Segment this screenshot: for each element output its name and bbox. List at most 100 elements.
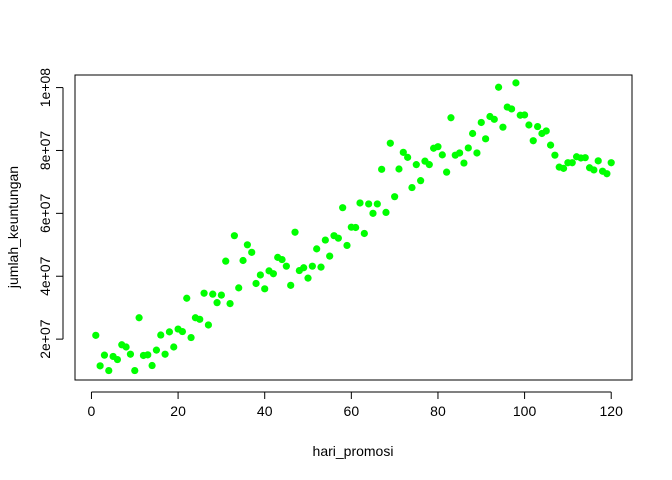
data-point (161, 350, 169, 358)
data-point (230, 232, 238, 240)
data-point (200, 289, 208, 297)
data-point (313, 245, 321, 253)
data-point (447, 114, 455, 122)
y-axis-label: jumlah_keuntungan (5, 166, 21, 289)
y-tick-label: 4e+07 (37, 256, 53, 296)
data-point (408, 183, 416, 192)
data-point (512, 79, 520, 87)
data-point (343, 241, 351, 250)
x-tick-label: 20 (170, 403, 186, 419)
y-tick-label: 8e+07 (37, 131, 53, 171)
data-point (460, 159, 468, 167)
data-point (590, 166, 598, 174)
data-point (464, 144, 472, 152)
data-point (326, 252, 334, 260)
y-axis: 2e+07 4e+07 6e+07 8e+07 1e+08 (37, 68, 64, 359)
data-point (339, 204, 347, 212)
data-point (248, 248, 256, 256)
data-point (334, 234, 342, 242)
data-point (525, 121, 533, 129)
data-point (546, 141, 555, 149)
data-point (412, 161, 420, 169)
data-point (507, 105, 516, 113)
data-point (235, 284, 243, 292)
data-point (551, 151, 559, 159)
data-point (178, 327, 187, 336)
data-point (456, 149, 464, 157)
data-point (533, 122, 542, 131)
data-point (243, 241, 251, 249)
data-point (187, 333, 195, 342)
data-point (282, 262, 290, 270)
data-point (239, 256, 247, 265)
data-point (152, 346, 161, 354)
data-point (165, 328, 174, 336)
data-point (100, 351, 109, 359)
x-tick-label: 60 (344, 403, 360, 419)
x-tick-label: 40 (257, 403, 273, 419)
data-point (317, 263, 325, 271)
data-point (594, 157, 602, 165)
data-point (499, 123, 507, 131)
y-tick-label: 2e+07 (37, 319, 53, 359)
data-point (581, 154, 589, 162)
data-point (417, 177, 425, 185)
data-point (300, 264, 308, 272)
data-point (473, 149, 481, 157)
x-tick-label: 120 (600, 403, 624, 419)
x-tick-label: 100 (513, 403, 537, 419)
data-point (529, 137, 537, 145)
data-point (92, 331, 100, 339)
data-point (477, 118, 485, 127)
data-point (469, 129, 477, 138)
data-point (213, 299, 221, 307)
x-axis: 0 20 40 60 80 100 120 (88, 391, 624, 419)
data-point (217, 291, 225, 299)
data-point (308, 262, 316, 270)
data-point (157, 331, 165, 339)
data-point (352, 223, 360, 232)
data-point (425, 161, 433, 169)
data-point (360, 229, 368, 238)
data-point (559, 164, 568, 172)
data-point (494, 83, 503, 91)
data-point (204, 321, 213, 329)
data-point (252, 279, 260, 288)
x-tick-label: 0 (88, 403, 96, 419)
data-point (603, 170, 611, 178)
y-tick-label: 6e+07 (37, 193, 53, 233)
data-point (287, 281, 295, 289)
data-point (269, 270, 277, 278)
data-point (399, 148, 407, 156)
data-point (131, 366, 139, 375)
data-point (183, 294, 191, 302)
data-point (373, 200, 381, 208)
data-point (568, 159, 576, 167)
data-point (386, 139, 394, 147)
data-point (126, 350, 135, 358)
data-point (378, 165, 386, 173)
data-points (92, 79, 615, 375)
data-point (256, 271, 264, 279)
data-point (382, 208, 390, 217)
data-point (135, 314, 143, 322)
data-point (438, 151, 446, 159)
data-point (369, 209, 377, 217)
data-point (105, 366, 113, 375)
data-point (226, 299, 234, 308)
y-tick-label: 1e+08 (37, 68, 53, 108)
data-point (542, 127, 550, 135)
data-point (434, 143, 442, 151)
x-axis-label: hari_promosi (313, 443, 394, 459)
data-point (607, 159, 615, 167)
data-point (391, 193, 399, 201)
data-point (356, 199, 364, 207)
data-point (144, 351, 152, 359)
data-point (113, 355, 122, 364)
data-point (222, 257, 230, 265)
data-point (365, 200, 373, 208)
data-point (261, 285, 269, 293)
data-point (304, 274, 312, 282)
data-point (520, 111, 529, 119)
